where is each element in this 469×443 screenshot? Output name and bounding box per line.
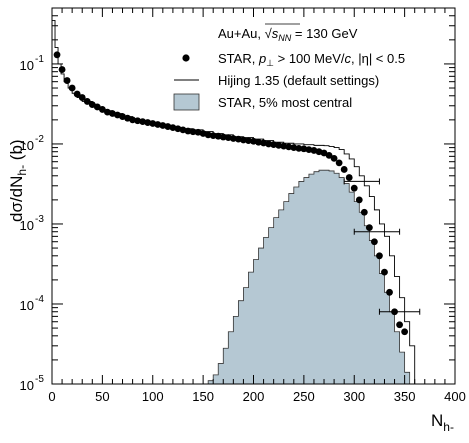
- legend-label-star: STAR, p⊥ > 100 MeV/c, |η| < 0.5: [218, 51, 405, 68]
- data-point: [98, 106, 106, 113]
- data-point: [280, 142, 288, 150]
- data-point: [386, 288, 393, 296]
- data-point: [295, 144, 303, 152]
- data-point: [93, 103, 101, 111]
- data-point: [401, 328, 409, 336]
- data-point: [68, 84, 76, 92]
- data-point: [335, 159, 343, 167]
- legend-label-central: STAR, 5% most central: [218, 95, 352, 110]
- y-tick-label: 10: [20, 58, 34, 73]
- y-axis-title: dσ/dNh- (b): [7, 139, 29, 222]
- y-tick-exponent: -3: [35, 214, 44, 225]
- y-tick-label: 10: [20, 378, 34, 393]
- data-point: [250, 137, 257, 145]
- data-point: [83, 98, 91, 105]
- x-tick-label: 250: [293, 389, 315, 404]
- x-tick-label: 400: [444, 389, 466, 404]
- data-point: [355, 196, 363, 204]
- data-point: [229, 135, 237, 142]
- data-point: [240, 136, 247, 144]
- data-point: [365, 224, 373, 232]
- data-point: [391, 308, 398, 316]
- data-point: [285, 143, 293, 151]
- data-point: [224, 134, 232, 142]
- data-point: [345, 174, 353, 181]
- data-point: [376, 252, 383, 260]
- data-point: [154, 121, 162, 128]
- data-point: [189, 128, 197, 136]
- x-axis-title: Nh-: [431, 411, 454, 434]
- y-tick-label: 10: [20, 138, 34, 153]
- x-tick-label: 100: [142, 389, 164, 404]
- data-point: [184, 127, 192, 135]
- data-point: [78, 94, 86, 101]
- data-point: [58, 66, 66, 73]
- energy-annotation: Au+Au, √sNN = 130 GeV: [218, 26, 358, 43]
- data-point: [204, 131, 212, 139]
- legend-label-hijing: Hijing 1.35 (default settings): [218, 73, 379, 88]
- data-point: [260, 139, 267, 147]
- y-tick-exponent: -2: [35, 134, 44, 145]
- data-point: [219, 133, 227, 141]
- data-point: [214, 132, 222, 140]
- y-tick-exponent: -4: [35, 294, 44, 305]
- data-point: [396, 321, 403, 329]
- x-tick-label: 300: [343, 389, 365, 404]
- data-point: [144, 119, 152, 126]
- y-tick-exponent: -1: [35, 54, 44, 65]
- data-point: [159, 122, 167, 129]
- data-point: [245, 137, 252, 145]
- x-tick-label: 0: [48, 389, 55, 404]
- data-point: [325, 151, 333, 159]
- data-point: [134, 117, 142, 125]
- plot-area: [52, 19, 421, 384]
- data-point: [340, 166, 348, 173]
- data-point: [290, 144, 298, 152]
- central-histogram: [203, 169, 415, 384]
- x-tick-label: 200: [243, 389, 265, 404]
- data-point: [275, 141, 283, 149]
- y-tick-label: 10: [20, 218, 34, 233]
- data-point: [149, 120, 157, 127]
- data-point: [330, 154, 338, 162]
- x-tick-label: 50: [95, 389, 109, 404]
- data-point: [234, 135, 242, 143]
- data-point: [371, 238, 378, 246]
- data-point: [350, 184, 358, 192]
- x-tick-label: 150: [192, 389, 214, 404]
- legend-dot-marker: [182, 54, 190, 62]
- data-point: [300, 145, 308, 153]
- data-point: [209, 132, 217, 140]
- data-point: [305, 146, 313, 153]
- data-point: [381, 268, 388, 276]
- data-point: [270, 141, 278, 149]
- data-point: [360, 208, 368, 216]
- data-point: [255, 138, 262, 146]
- x-tick-label: 350: [394, 389, 416, 404]
- data-point: [53, 51, 61, 59]
- data-point: [265, 140, 273, 148]
- data-point: [129, 116, 137, 124]
- y-tick-exponent: -5: [35, 374, 44, 385]
- data-point: [73, 90, 81, 98]
- data-point: [63, 77, 71, 84]
- data-point: [139, 118, 147, 126]
- y-tick-label: 10: [20, 298, 34, 313]
- legend-box-marker: [173, 93, 200, 111]
